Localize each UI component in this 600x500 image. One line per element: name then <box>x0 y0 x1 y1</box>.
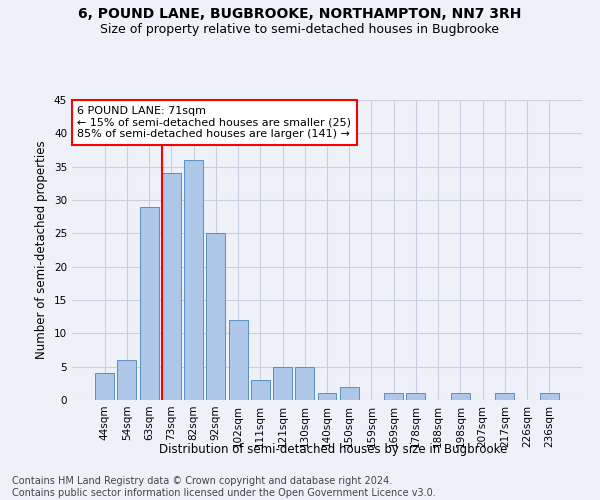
Bar <box>295 366 314 400</box>
Bar <box>229 320 248 400</box>
Bar <box>451 394 470 400</box>
Bar <box>273 366 292 400</box>
Bar <box>118 360 136 400</box>
Bar <box>340 386 359 400</box>
Text: Distribution of semi-detached houses by size in Bugbrooke: Distribution of semi-detached houses by … <box>159 442 507 456</box>
Bar <box>162 174 181 400</box>
Text: 6 POUND LANE: 71sqm
← 15% of semi-detached houses are smaller (25)
85% of semi-d: 6 POUND LANE: 71sqm ← 15% of semi-detach… <box>77 106 351 139</box>
Bar <box>206 234 225 400</box>
Y-axis label: Number of semi-detached properties: Number of semi-detached properties <box>35 140 49 360</box>
Text: Size of property relative to semi-detached houses in Bugbrooke: Size of property relative to semi-detach… <box>101 22 499 36</box>
Bar <box>140 206 158 400</box>
Bar <box>540 394 559 400</box>
Bar <box>251 380 270 400</box>
Bar <box>406 394 425 400</box>
Bar <box>184 160 203 400</box>
Bar <box>95 374 114 400</box>
Bar <box>317 394 337 400</box>
Text: 6, POUND LANE, BUGBROOKE, NORTHAMPTON, NN7 3RH: 6, POUND LANE, BUGBROOKE, NORTHAMPTON, N… <box>79 8 521 22</box>
Text: Contains HM Land Registry data © Crown copyright and database right 2024.
Contai: Contains HM Land Registry data © Crown c… <box>12 476 436 498</box>
Bar <box>384 394 403 400</box>
Bar <box>496 394 514 400</box>
